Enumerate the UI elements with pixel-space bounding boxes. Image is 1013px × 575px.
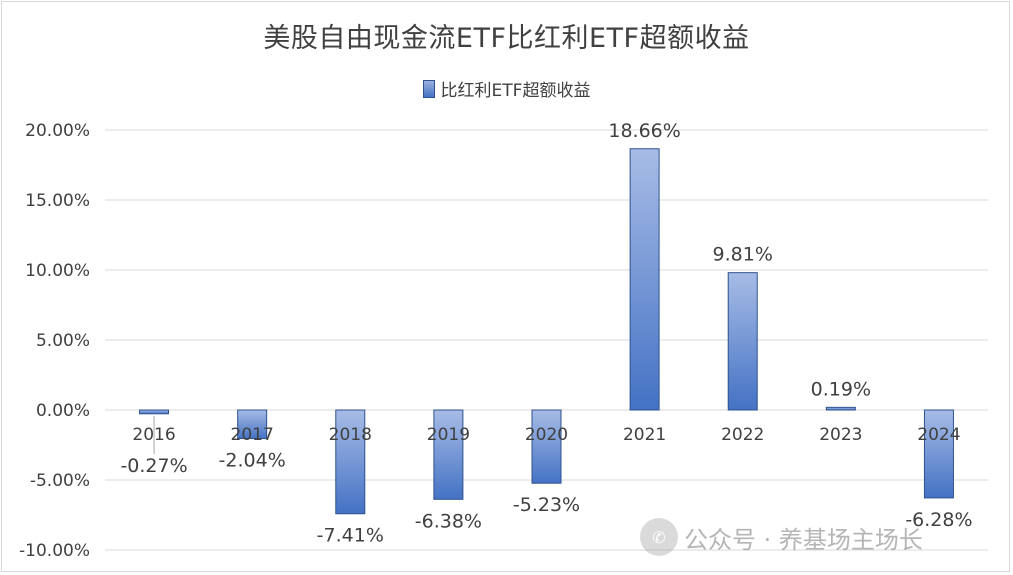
bar-2021 [629,148,660,411]
bar-2022 [727,272,758,411]
data-label: 0.19% [811,378,871,400]
x-tick-label: 2018 [329,425,372,445]
x-tick-label: 2024 [917,425,960,445]
y-tick-label: 15.00% [25,191,90,211]
y-tick-label: 5.00% [36,331,90,351]
wechat-icon: ✆ [640,518,678,556]
bar-2016 [139,409,170,415]
watermark-text: 公众号 · 养基场主场长 [684,525,923,554]
x-tick-label: 2020 [525,425,568,445]
y-tick-label: 20.00% [25,121,90,141]
y-tick-label: -10.00% [19,541,90,561]
bar-2023 [825,406,856,411]
data-label: -0.27% [120,455,187,477]
x-tick-label: 2019 [427,425,470,445]
data-label: -2.04% [219,450,286,472]
bar-2020 [531,409,562,484]
bar-2018 [335,409,366,515]
data-label: -7.41% [317,525,384,547]
bar-2019 [433,409,464,500]
bar-2024 [923,409,954,499]
x-tick-label: 2023 [819,425,862,445]
legend-label: 比红利ETF超额收益 [440,81,591,101]
chart-title: 美股自由现金流ETF比红利ETF超额收益 [263,23,750,54]
x-tick-label: 2017 [231,425,274,445]
data-label: 18.66% [608,120,680,142]
data-label: -6.28% [905,509,972,531]
bar-2017 [237,409,268,440]
y-tick-label: 0.00% [36,401,90,421]
legend-swatch [422,79,435,98]
data-label: 9.81% [713,244,773,266]
data-label: -5.23% [513,494,580,516]
y-tick-label: -5.00% [30,471,90,491]
y-tick-label: 10.00% [25,261,90,281]
x-tick-label: 2022 [721,425,764,445]
legend: 比红利ETF超额收益 [0,76,1013,101]
data-label: -6.38% [415,510,482,532]
watermark: ✆ 公众号 · 养基场主场长 [640,513,923,561]
x-tick-label: 2021 [623,425,666,445]
